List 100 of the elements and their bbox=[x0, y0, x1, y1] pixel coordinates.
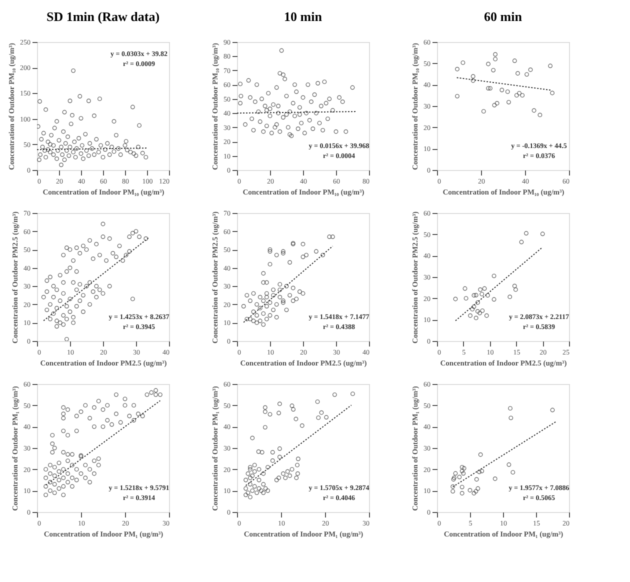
chart-title: 10 min bbox=[284, 9, 323, 24]
point bbox=[290, 467, 294, 472]
point bbox=[274, 478, 279, 482]
point bbox=[264, 291, 269, 296]
point bbox=[296, 471, 300, 476]
chart-title: 60 min bbox=[484, 9, 523, 24]
point bbox=[284, 308, 289, 312]
point bbox=[330, 234, 335, 239]
point bbox=[256, 449, 261, 454]
point bbox=[472, 491, 476, 496]
point bbox=[261, 482, 266, 486]
point bbox=[290, 404, 294, 408]
point bbox=[514, 93, 519, 98]
point bbox=[280, 251, 286, 256]
point bbox=[264, 294, 269, 300]
point bbox=[320, 252, 326, 258]
point bbox=[244, 486, 248, 491]
point bbox=[254, 490, 260, 496]
point bbox=[251, 318, 256, 324]
point bbox=[294, 296, 299, 302]
point bbox=[258, 294, 262, 300]
point bbox=[260, 450, 264, 454]
point bbox=[300, 254, 306, 260]
point bbox=[280, 249, 286, 254]
point bbox=[271, 308, 276, 312]
point bbox=[251, 310, 256, 314]
point bbox=[455, 94, 460, 98]
point bbox=[291, 407, 296, 412]
point bbox=[492, 274, 496, 278]
point bbox=[472, 293, 476, 298]
point bbox=[492, 476, 498, 481]
point bbox=[297, 289, 302, 294]
point bbox=[478, 452, 483, 457]
point bbox=[468, 313, 472, 318]
point bbox=[550, 90, 554, 96]
point bbox=[461, 471, 466, 476]
point bbox=[290, 298, 296, 303]
point bbox=[277, 454, 282, 460]
point bbox=[462, 286, 468, 291]
point bbox=[252, 484, 257, 489]
point bbox=[493, 56, 498, 62]
point bbox=[278, 294, 282, 300]
point bbox=[474, 477, 479, 482]
point bbox=[274, 315, 279, 320]
point bbox=[508, 294, 512, 300]
point bbox=[470, 78, 476, 83]
point bbox=[450, 484, 456, 489]
point bbox=[453, 296, 458, 302]
point bbox=[478, 310, 482, 316]
point bbox=[350, 392, 355, 396]
point bbox=[278, 288, 282, 292]
point bbox=[475, 300, 480, 305]
point bbox=[244, 316, 250, 322]
point bbox=[252, 469, 257, 474]
point bbox=[262, 425, 268, 430]
point bbox=[290, 286, 296, 290]
point bbox=[512, 58, 517, 63]
point bbox=[460, 464, 464, 470]
point bbox=[266, 464, 270, 470]
point bbox=[258, 306, 262, 310]
point bbox=[460, 60, 466, 65]
point bbox=[244, 492, 248, 498]
point bbox=[256, 478, 262, 482]
point bbox=[513, 287, 518, 292]
point bbox=[524, 231, 528, 236]
point bbox=[294, 416, 298, 422]
point bbox=[284, 284, 289, 288]
point bbox=[478, 287, 483, 292]
point bbox=[540, 232, 545, 236]
point bbox=[274, 302, 279, 307]
point bbox=[280, 298, 286, 303]
point bbox=[486, 62, 490, 66]
point bbox=[480, 468, 484, 474]
point bbox=[491, 68, 496, 72]
point bbox=[548, 64, 553, 68]
point bbox=[268, 313, 272, 318]
point bbox=[261, 298, 266, 303]
point bbox=[470, 74, 476, 79]
point bbox=[314, 249, 318, 254]
point bbox=[250, 488, 255, 493]
point bbox=[250, 436, 255, 440]
point bbox=[506, 100, 511, 104]
point bbox=[261, 280, 266, 285]
point bbox=[324, 415, 329, 420]
point bbox=[256, 467, 262, 472]
point bbox=[280, 300, 286, 305]
point bbox=[332, 392, 337, 397]
point bbox=[264, 280, 269, 285]
point bbox=[277, 446, 282, 451]
point bbox=[258, 318, 262, 324]
point bbox=[484, 313, 489, 318]
point bbox=[492, 102, 497, 108]
point bbox=[462, 466, 466, 470]
point bbox=[485, 293, 490, 298]
point bbox=[248, 467, 252, 472]
point bbox=[319, 410, 324, 415]
point bbox=[288, 293, 292, 298]
point bbox=[316, 415, 321, 420]
point bbox=[271, 288, 276, 292]
point bbox=[468, 488, 472, 492]
